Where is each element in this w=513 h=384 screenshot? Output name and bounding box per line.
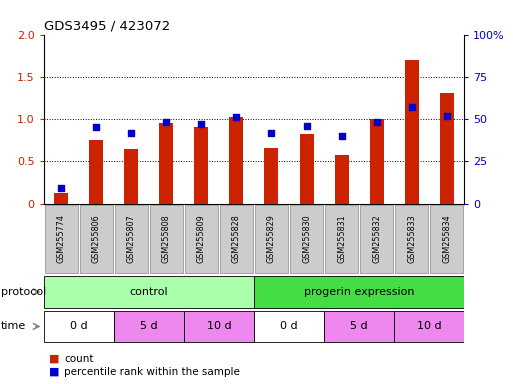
FancyBboxPatch shape — [394, 311, 464, 342]
FancyBboxPatch shape — [254, 311, 324, 342]
Text: GSM255834: GSM255834 — [442, 215, 451, 263]
Text: GSM255832: GSM255832 — [372, 215, 381, 263]
Bar — [300, 134, 313, 204]
FancyBboxPatch shape — [220, 205, 253, 273]
Bar — [334, 154, 348, 204]
Text: GSM255833: GSM255833 — [407, 215, 416, 263]
FancyBboxPatch shape — [80, 205, 113, 273]
Text: GSM255828: GSM255828 — [232, 215, 241, 263]
FancyBboxPatch shape — [360, 205, 393, 273]
Point — [267, 129, 275, 136]
Point — [372, 119, 381, 126]
FancyBboxPatch shape — [44, 276, 254, 308]
FancyBboxPatch shape — [255, 205, 288, 273]
Text: GSM255830: GSM255830 — [302, 215, 311, 263]
FancyBboxPatch shape — [325, 205, 358, 273]
FancyBboxPatch shape — [114, 311, 184, 342]
FancyBboxPatch shape — [430, 205, 463, 273]
FancyBboxPatch shape — [115, 205, 148, 273]
Text: 5 d: 5 d — [350, 321, 368, 331]
Text: ■: ■ — [49, 354, 59, 364]
FancyBboxPatch shape — [45, 205, 77, 273]
Text: 10 d: 10 d — [207, 321, 231, 331]
Text: GSM255808: GSM255808 — [162, 215, 171, 263]
Text: time: time — [1, 321, 26, 331]
Text: GSM255831: GSM255831 — [337, 215, 346, 263]
FancyBboxPatch shape — [324, 311, 394, 342]
Bar — [54, 194, 68, 204]
FancyBboxPatch shape — [184, 311, 254, 342]
Bar — [440, 93, 453, 204]
Point — [232, 114, 241, 121]
Point — [162, 119, 170, 126]
FancyBboxPatch shape — [254, 276, 464, 308]
FancyBboxPatch shape — [185, 205, 218, 273]
Text: 5 d: 5 d — [140, 321, 157, 331]
Text: GSM255806: GSM255806 — [92, 215, 101, 263]
Text: 0 d: 0 d — [280, 321, 298, 331]
Bar — [194, 127, 208, 204]
Text: progerin expression: progerin expression — [304, 287, 415, 297]
Text: count: count — [64, 354, 94, 364]
FancyBboxPatch shape — [44, 311, 114, 342]
Text: 10 d: 10 d — [417, 321, 442, 331]
Bar — [159, 123, 173, 204]
FancyBboxPatch shape — [395, 205, 428, 273]
Text: 0 d: 0 d — [70, 321, 88, 331]
Text: GSM255807: GSM255807 — [127, 215, 136, 263]
Bar — [369, 119, 384, 204]
Text: GSM255809: GSM255809 — [197, 215, 206, 263]
Point — [407, 104, 416, 110]
Text: ■: ■ — [49, 367, 59, 377]
Text: GSM255829: GSM255829 — [267, 215, 276, 263]
Text: protocol: protocol — [1, 287, 46, 297]
Point — [127, 129, 135, 136]
Bar — [124, 149, 138, 204]
Bar — [89, 140, 103, 204]
Point — [57, 185, 65, 191]
Point — [443, 113, 451, 119]
Point — [302, 123, 310, 129]
Point — [92, 124, 100, 131]
FancyBboxPatch shape — [290, 205, 323, 273]
Text: control: control — [129, 287, 168, 297]
Bar — [264, 148, 279, 204]
Point — [338, 133, 346, 139]
Point — [197, 121, 205, 127]
Text: percentile rank within the sample: percentile rank within the sample — [64, 367, 240, 377]
Text: GSM255774: GSM255774 — [56, 215, 66, 263]
Bar — [229, 118, 243, 204]
Text: GDS3495 / 423072: GDS3495 / 423072 — [44, 20, 170, 33]
FancyBboxPatch shape — [150, 205, 183, 273]
Bar — [405, 60, 419, 204]
